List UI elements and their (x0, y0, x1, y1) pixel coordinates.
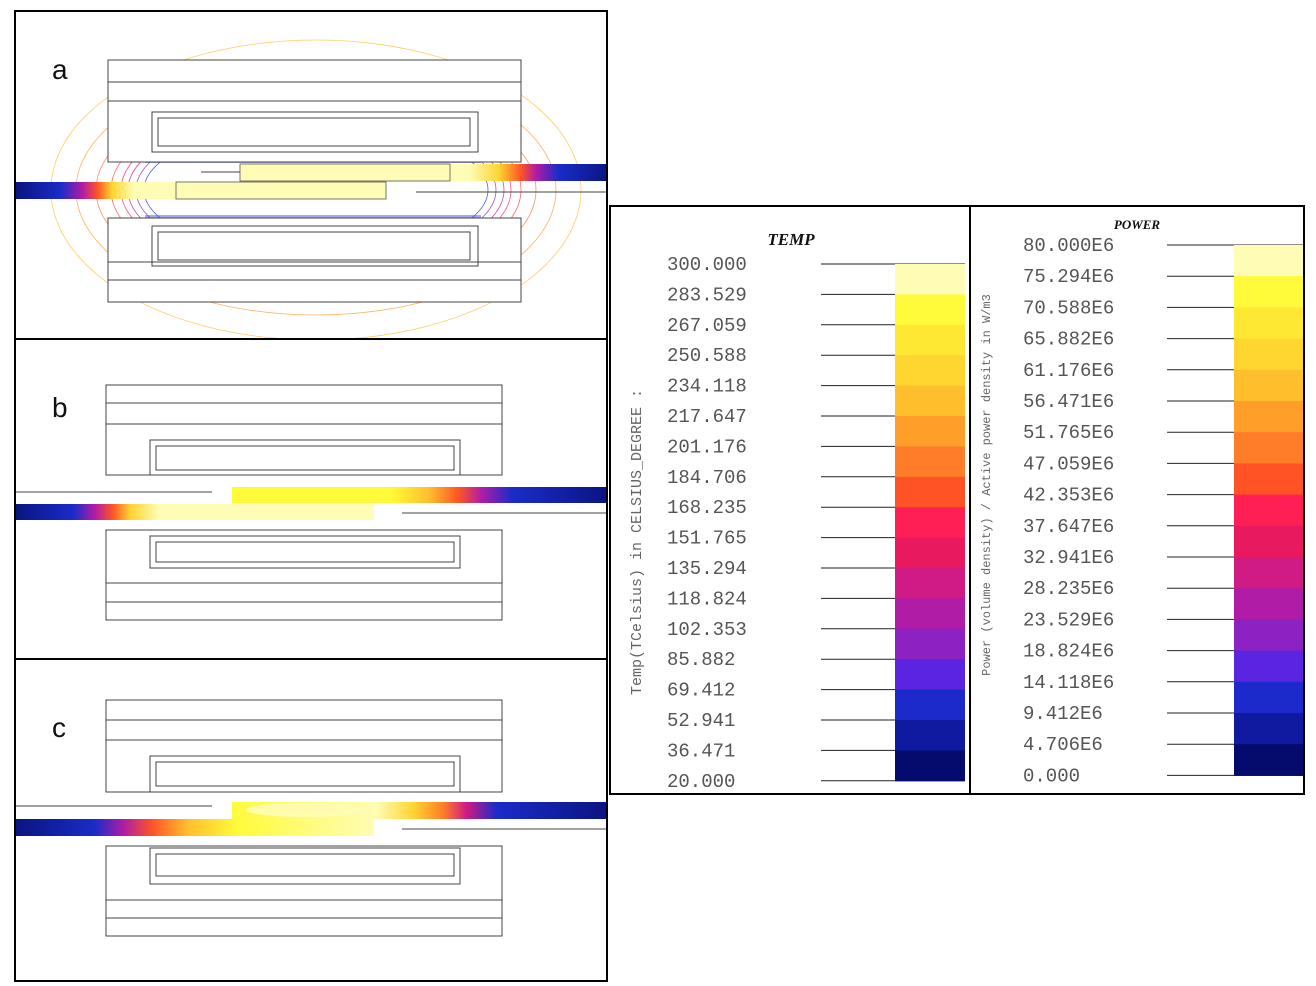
panel-b-label: b (52, 392, 68, 423)
power_legend-value-label: 28.235E6 (1023, 578, 1114, 600)
power_legend-color-band (1234, 276, 1303, 308)
power_legend-color-band (1234, 744, 1303, 776)
power_legend-value-label: 61.176E6 (1023, 360, 1114, 382)
power_legend-value-label: 32.941E6 (1023, 547, 1114, 569)
temp_legend-value-label: 267.059 (667, 315, 747, 337)
power_legend-value-label: 47.059E6 (1023, 453, 1114, 475)
power_legend-value-label: 23.529E6 (1023, 609, 1114, 631)
power_legend-color-band (1234, 307, 1303, 340)
temp_legend-color-band (895, 507, 965, 539)
power-legend-title: POWER (1114, 217, 1161, 232)
power_legend-value-label: 4.706E6 (1023, 734, 1103, 756)
panel-c-diagram (16, 699, 606, 937)
power_legend-color-band (1234, 557, 1303, 589)
power_legend-value-label: 18.824E6 (1023, 641, 1114, 663)
temp_legend-color-band (895, 598, 965, 630)
temp-legend-title: TEMP (767, 230, 815, 249)
power_legend-value-label: 70.588E6 (1023, 297, 1114, 319)
power_legend-value-label: 75.294E6 (1023, 266, 1114, 288)
temp_legend-value-label: 217.647 (667, 406, 747, 428)
power_legend-value-label: 65.882E6 (1023, 329, 1114, 351)
panel-c: c (14, 658, 608, 982)
temp_legend-value-label: 69.412 (667, 680, 735, 702)
power_legend-value-label: 14.118E6 (1023, 672, 1114, 694)
temp-legend: TEMP Temp(TCelsius) in CELSIUS_DEGREE : … (609, 205, 971, 795)
temp_legend-color-band (895, 446, 965, 478)
temp_legend-color-band (895, 689, 965, 721)
panel-b-diagram (16, 384, 606, 621)
temp_legend-color-band (895, 355, 965, 387)
power_legend-color-band (1234, 245, 1303, 277)
power_legend-value-label: 42.353E6 (1023, 485, 1114, 507)
power_legend-value-label: 0.000 (1023, 765, 1080, 787)
temp_legend-color-band (895, 476, 965, 508)
temp-legend-scale: TEMP Temp(TCelsius) in CELSIUS_DEGREE : … (629, 230, 965, 793)
panel-a: a (14, 10, 608, 340)
power_legend-color-band (1234, 432, 1303, 464)
power_legend-color-band (1234, 588, 1303, 620)
power_legend-color-band (1234, 713, 1303, 745)
temp_legend-value-label: 102.353 (667, 619, 747, 641)
power_legend-value-label: 9.412E6 (1023, 703, 1103, 725)
power_legend-color-band (1234, 650, 1303, 683)
temp_legend-value-label: 20.000 (667, 771, 735, 793)
temp_legend-color-band (895, 324, 965, 356)
panel-c-label: c (52, 712, 66, 743)
panel-b: b (14, 338, 608, 660)
power_legend-color-band (1234, 401, 1303, 433)
power_legend-value-label: 37.647E6 (1023, 516, 1114, 538)
power_legend-value-label: 51.765E6 (1023, 422, 1114, 444)
temp_legend-value-label: 36.471 (667, 740, 735, 762)
temp_legend-value-label: 85.882 (667, 649, 735, 671)
temp_legend-color-band (895, 264, 965, 295)
temp_legend-color-band (895, 416, 965, 447)
temp_legend-value-label: 118.824 (667, 588, 747, 610)
temp_legend-value-label: 300.000 (667, 254, 747, 276)
temp_legend-value-label: 52.941 (667, 710, 735, 732)
temp_legend-value-label: 250.588 (667, 345, 747, 367)
temp_legend-value-label: 168.235 (667, 497, 747, 519)
panel-a-diagram (16, 39, 606, 338)
temp_legend-color-band (895, 750, 965, 782)
temp-legend-axis-label: Temp(TCelsius) in CELSIUS_DEGREE : (629, 389, 646, 695)
temp_legend-color-band (895, 568, 965, 599)
power_legend-value-label: 80.000E6 (1023, 235, 1114, 257)
power-legend-scale: POWER Power (volume density) / Active po… (980, 217, 1303, 787)
power_legend-color-band (1234, 494, 1303, 527)
temp_legend-value-label: 135.294 (667, 558, 747, 580)
power_legend-color-band (1234, 681, 1303, 714)
temp_legend-color-band (895, 294, 965, 326)
power-legend: POWER Power (volume density) / Active po… (969, 205, 1305, 795)
temp_legend-value-label: 151.765 (667, 528, 747, 550)
power-legend-axis-label: Power (volume density) / Active power de… (980, 294, 994, 676)
panel-a-label: a (52, 54, 68, 85)
temp_legend-value-label: 184.706 (667, 467, 747, 489)
temp_legend-color-band (895, 720, 965, 751)
temp_legend-value-label: 201.176 (667, 436, 747, 458)
power_legend-color-band (1234, 369, 1303, 402)
temp_legend-value-label: 283.529 (667, 284, 747, 306)
power_legend-color-band (1234, 619, 1303, 652)
temp_legend-color-band (895, 659, 965, 691)
power_legend-color-band (1234, 463, 1303, 496)
temp_legend-value-label: 234.118 (667, 376, 747, 398)
power_legend-value-label: 56.471E6 (1023, 391, 1114, 413)
temp_legend-color-band (895, 628, 965, 660)
temp_legend-color-band (895, 385, 965, 417)
temp_legend-color-band (895, 537, 965, 569)
power_legend-color-band (1234, 525, 1303, 558)
power_legend-color-band (1234, 338, 1303, 371)
